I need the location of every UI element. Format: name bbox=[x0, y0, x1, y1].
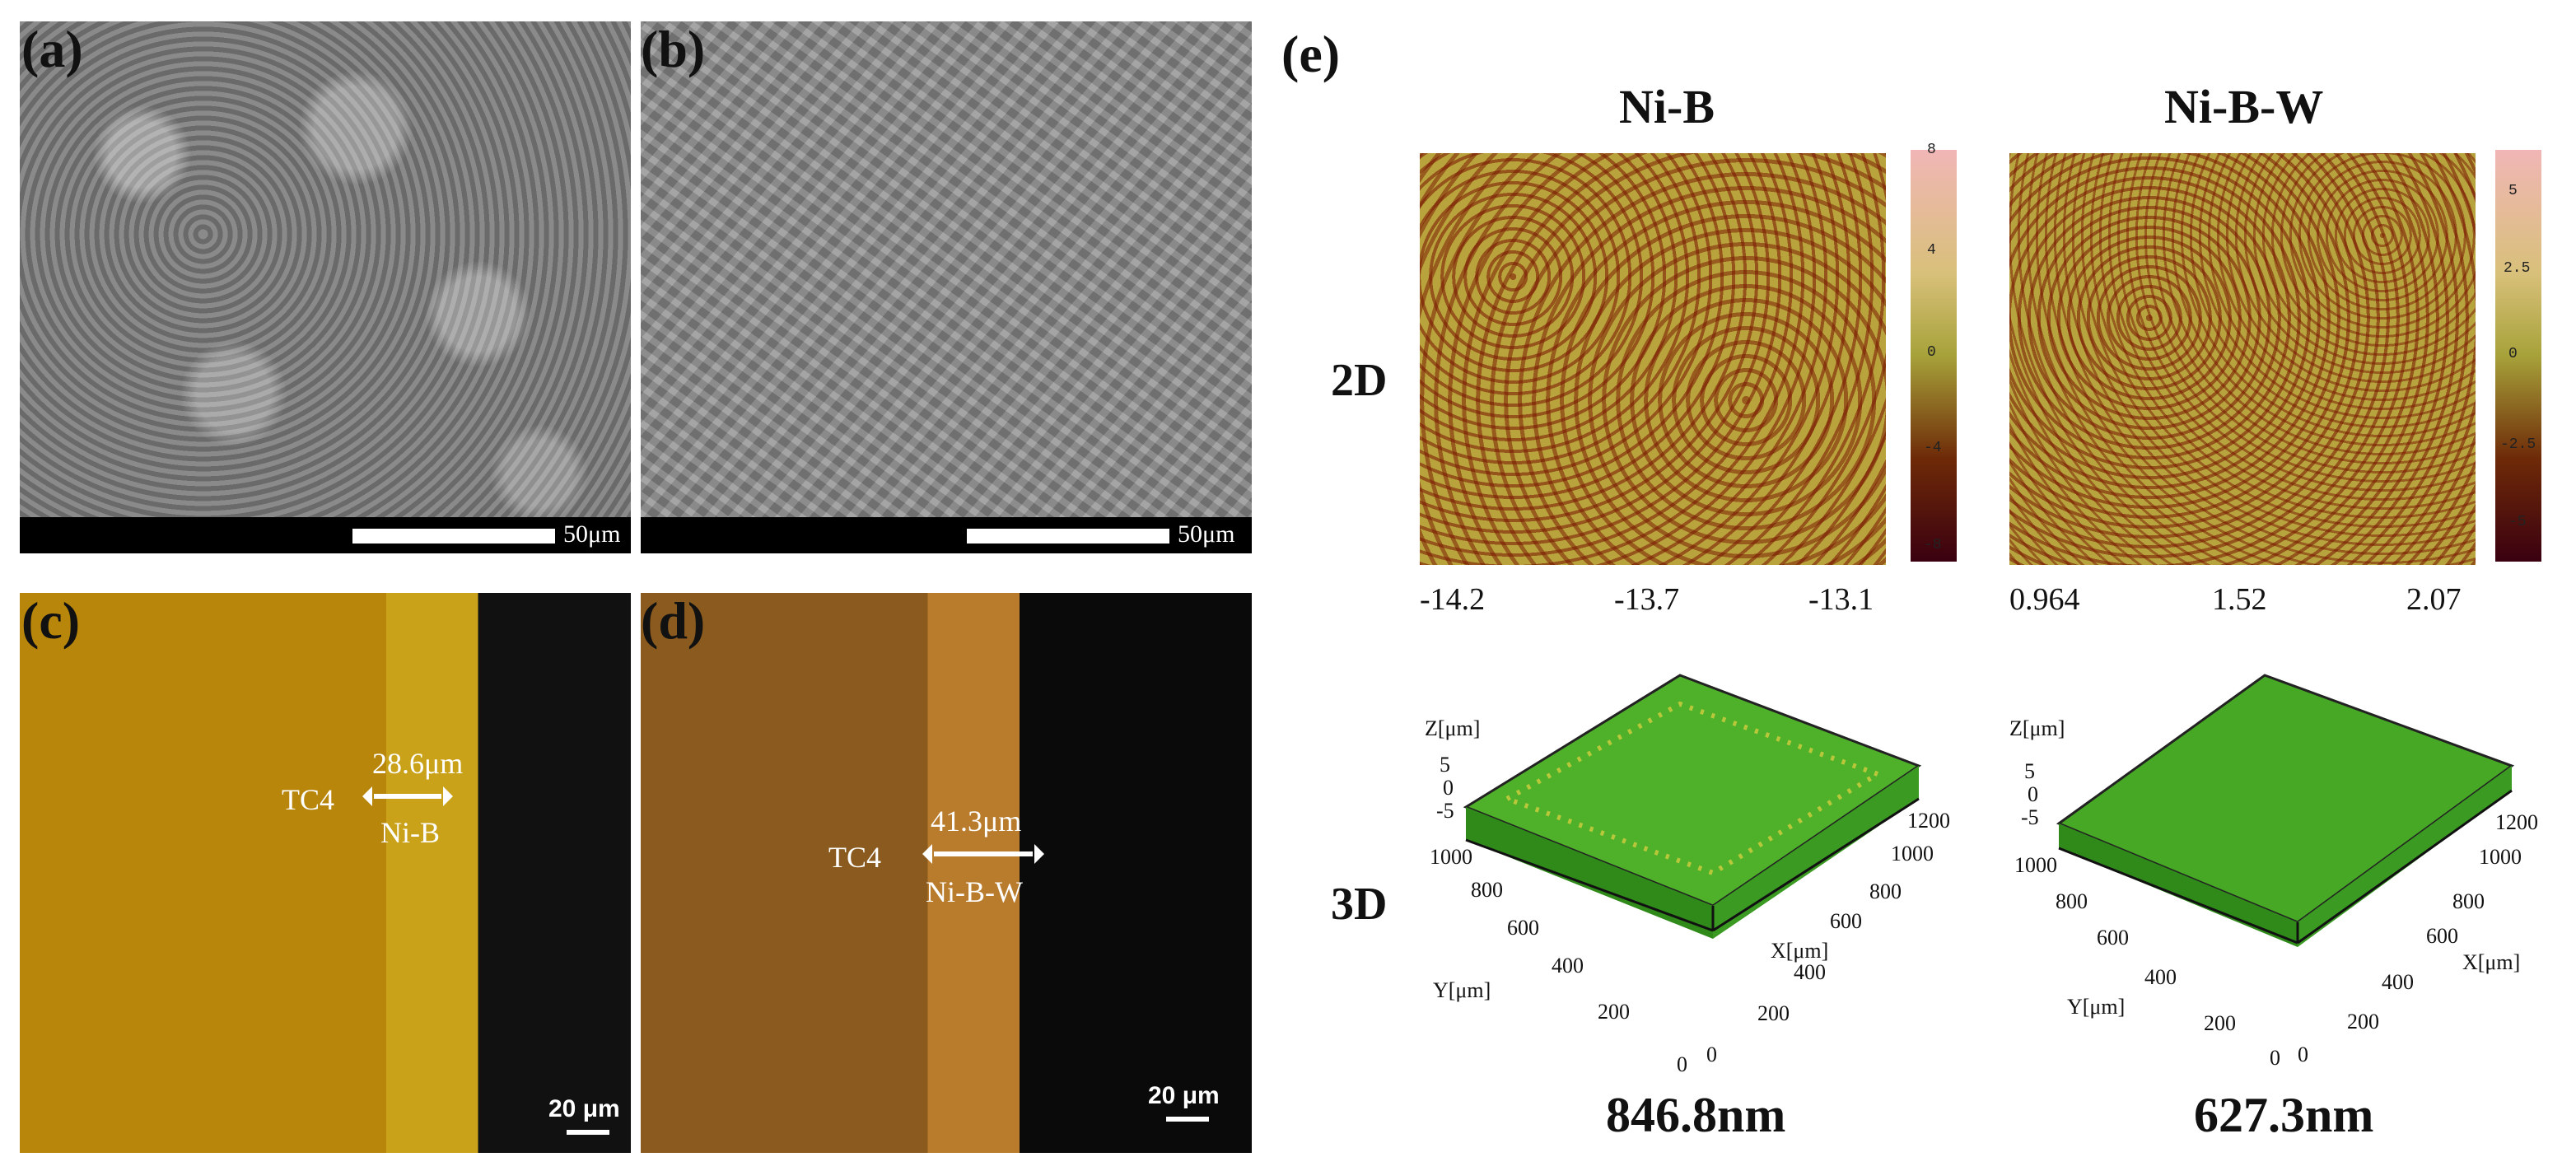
thickness-label: 41.3μm bbox=[931, 805, 1022, 837]
y-tick-label: 800 bbox=[1471, 878, 1503, 902]
z-tick-label: 0 bbox=[1443, 776, 1454, 800]
scale-bar-label: 50μm bbox=[563, 520, 621, 548]
z-axis-label: Z[μm] bbox=[2009, 716, 2065, 740]
cross-section-ni-b: TC4 28.6μm Ni-B 20 μm bbox=[20, 593, 631, 1153]
panel-label-c: (c) bbox=[21, 591, 81, 650]
x-tick-label: 0 bbox=[1706, 1043, 1717, 1066]
x-tick-label: 800 bbox=[2452, 889, 2485, 913]
y-tick-label: 200 bbox=[2204, 1011, 2236, 1035]
colorbar-tick: -5 bbox=[2508, 514, 2527, 530]
x-axis-label: X[μm] bbox=[2462, 950, 2521, 974]
x-tick-label: 2.07 bbox=[2406, 582, 2462, 617]
x-tick-label: -14.2 bbox=[1420, 582, 1486, 617]
colorbar-tick: -8 bbox=[1924, 537, 1942, 553]
x-tick-label: 800 bbox=[1869, 879, 1902, 903]
x-tick-label: 600 bbox=[1830, 909, 1862, 933]
sem-image-ni-b: 50μm bbox=[20, 21, 631, 553]
z-tick-label: 5 bbox=[1440, 753, 1450, 777]
scale-bar-line bbox=[1166, 1117, 1209, 1122]
z-tick-label: 0 bbox=[2028, 782, 2038, 806]
y-tick-label: 400 bbox=[1552, 954, 1584, 977]
afm-3d-surface-ni-b-w bbox=[2056, 674, 2515, 947]
colorbar-tick: 2.5 bbox=[2504, 260, 2531, 277]
x-tick-label: 0 bbox=[2298, 1043, 2308, 1066]
y-tick-label: 400 bbox=[2144, 965, 2177, 989]
substrate-label: TC4 bbox=[828, 841, 882, 874]
coating-label: Ni-B-W bbox=[926, 875, 1023, 908]
thickness-arrow bbox=[362, 786, 453, 806]
z-tick-label: -5 bbox=[1436, 799, 1454, 823]
column-title-ni-b-w: Ni-B-W bbox=[2164, 80, 2324, 133]
x-tick-label: 600 bbox=[2426, 924, 2458, 948]
panel-label-a: (a) bbox=[21, 20, 83, 78]
colorbar-tick: 5 bbox=[2508, 183, 2518, 199]
x-tick-label: 400 bbox=[2382, 970, 2414, 994]
thickness-label: 28.6μm bbox=[372, 747, 464, 780]
roughness-value-ni-b-w: 627.3nm bbox=[2194, 1088, 2374, 1142]
colorbar-tick: 0 bbox=[1927, 344, 1936, 361]
colorbar-ni-b bbox=[1911, 150, 1957, 562]
panel-label-e: (e) bbox=[1281, 25, 1341, 83]
column-title-ni-b: Ni-B bbox=[1619, 80, 1715, 133]
y-tick-label: 800 bbox=[2056, 889, 2088, 913]
x-tick-label: -13.1 bbox=[1808, 582, 1874, 617]
x-tick-label: 1000 bbox=[2479, 845, 2522, 869]
x-tick-label: 1200 bbox=[1907, 809, 1950, 833]
y-tick-label: 1000 bbox=[2014, 853, 2057, 877]
substrate-label: TC4 bbox=[282, 783, 335, 816]
x-tick-label: 1.52 bbox=[2212, 582, 2267, 617]
scale-bar-line bbox=[352, 529, 555, 544]
afm-3d-surface-ni-b bbox=[1463, 674, 1922, 939]
y-tick-label: 600 bbox=[2097, 926, 2129, 949]
x-tick-label: -13.7 bbox=[1614, 582, 1680, 617]
sem-image-ni-b-w: 50μm bbox=[641, 21, 1252, 553]
y-tick-label: 0 bbox=[2270, 1046, 2280, 1070]
x-tick-label: 0.964 bbox=[2009, 582, 2080, 617]
x-tick-label: 200 bbox=[1757, 1001, 1790, 1025]
colorbar-tick: -4 bbox=[1924, 440, 1942, 456]
scale-bar-label: 20 μm bbox=[1148, 1082, 1220, 1109]
row-label-2d: 2D bbox=[1331, 355, 1388, 406]
afm-2d-map-ni-b bbox=[1420, 153, 1886, 565]
thickness-arrow bbox=[922, 844, 1044, 864]
panel-label-d: (d) bbox=[641, 591, 706, 650]
cross-section-ni-b-w: TC4 41.3μm Ni-B-W 20 μm bbox=[641, 593, 1252, 1153]
colorbar-tick: -2.5 bbox=[2500, 436, 2536, 453]
colorbar-ni-b-w bbox=[2495, 150, 2541, 562]
y-tick-label: 600 bbox=[1507, 916, 1539, 940]
coating-label: Ni-B bbox=[380, 816, 440, 849]
z-tick-label: 5 bbox=[2024, 759, 2035, 783]
y-tick-label: 0 bbox=[1677, 1052, 1687, 1076]
x-tick-label: 1200 bbox=[2495, 810, 2538, 834]
colorbar-tick: 8 bbox=[1927, 142, 1936, 158]
x-axis-label: X[μm] bbox=[1771, 939, 1829, 963]
y-axis-label: Y[μm] bbox=[1433, 978, 1491, 1002]
row-label-3d: 3D bbox=[1331, 879, 1388, 930]
x-tick-label: 400 bbox=[1794, 960, 1826, 984]
scale-bar-label: 50μm bbox=[1178, 520, 1235, 548]
scale-bar-strip: 50μm bbox=[641, 517, 1252, 553]
y-tick-label: 200 bbox=[1598, 1000, 1630, 1024]
z-tick-label: -5 bbox=[2021, 805, 2039, 829]
colorbar-tick: 0 bbox=[2508, 346, 2518, 362]
z-axis-label: Z[μm] bbox=[1425, 716, 1481, 740]
colorbar-tick: 4 bbox=[1927, 242, 1936, 259]
panel-label-b: (b) bbox=[641, 20, 706, 78]
roughness-value-ni-b: 846.8nm bbox=[1606, 1088, 1786, 1142]
scale-bar-strip: 50μm bbox=[20, 517, 631, 553]
scale-bar-line bbox=[967, 529, 1169, 544]
x-tick-label: 200 bbox=[2347, 1010, 2379, 1033]
y-axis-label: Y[μm] bbox=[2067, 995, 2126, 1019]
scale-bar-line bbox=[567, 1130, 609, 1135]
x-tick-label: 1000 bbox=[1891, 842, 1934, 865]
y-tick-label: 1000 bbox=[1430, 845, 1472, 869]
scale-bar-label: 20 μm bbox=[548, 1095, 620, 1122]
afm-2d-map-ni-b-w bbox=[2009, 153, 2476, 565]
